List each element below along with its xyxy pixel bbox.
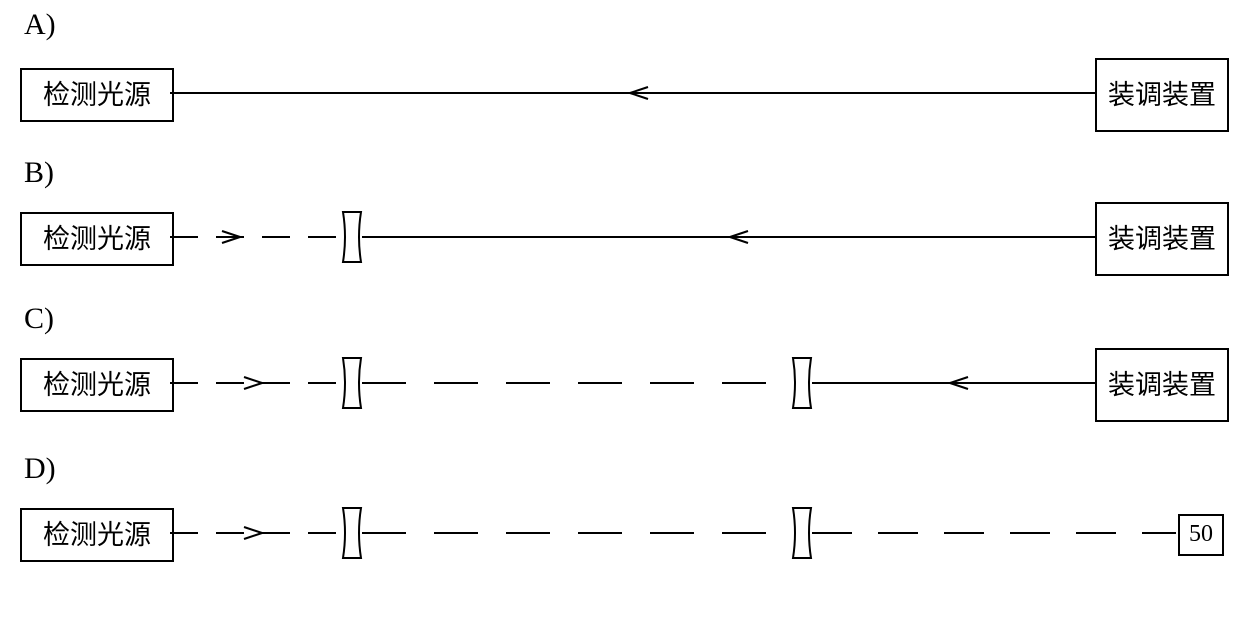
lens-element — [792, 507, 812, 559]
lens-element — [342, 507, 362, 559]
optical-path-d — [0, 0, 1240, 627]
